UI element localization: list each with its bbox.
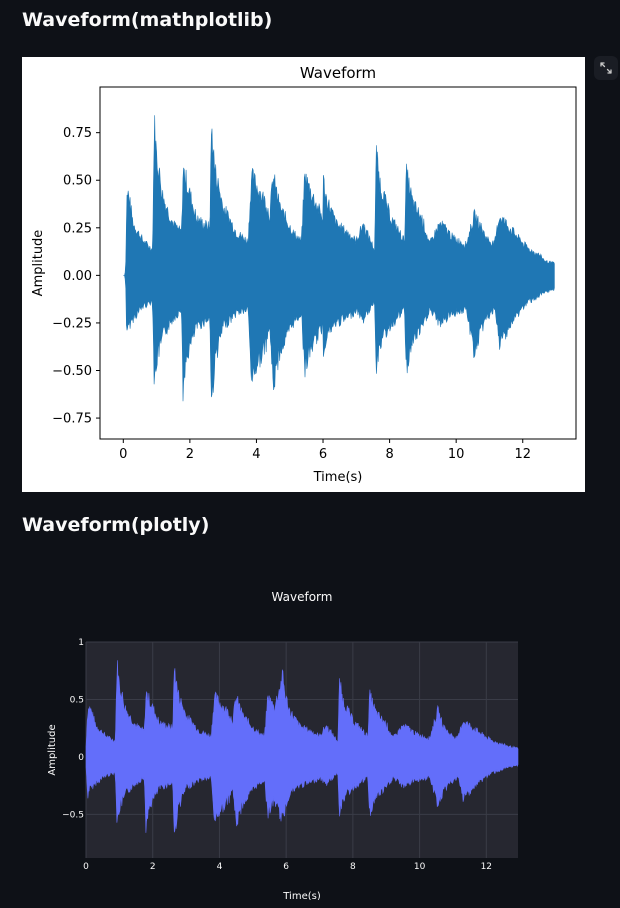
y-tick-label: 1: [78, 638, 84, 648]
x-tick-label: 2: [150, 862, 156, 872]
section-title-plotly: Waveform(plotly): [22, 514, 210, 536]
y-tick-label: 0: [78, 753, 84, 763]
x-tick-label: 8: [385, 447, 393, 462]
waveform-trace: [85, 660, 519, 833]
plotly-chart[interactable]: Waveform 0 2 4 6 8 10 12 1 0.5 0 −0.5 Time(s) Amplitu…: [22, 560, 598, 900]
y-tick-label: −0.5: [62, 810, 84, 820]
y-tick-label: 0.50: [63, 174, 92, 189]
x-tick-label: 0: [119, 447, 127, 462]
plot-frame: [99, 86, 577, 440]
y-tick-label: −0.25: [52, 316, 92, 331]
expand-arrows-icon: [600, 62, 612, 74]
chart-title: Waveform: [300, 64, 376, 82]
matplotlib-chart: Waveform 0 2 4 6 8 10 12 0.75 0.50 0.25 0.00 −0.25 −0…: [22, 57, 585, 492]
chart-title: Waveform: [272, 590, 333, 604]
x-tick-label: 0: [83, 862, 89, 872]
x-tick-label: 4: [217, 862, 223, 872]
x-tick-label: 12: [514, 447, 531, 462]
x-tick-label: 6: [283, 862, 289, 872]
section-title-matplotlib: Waveform(mathplotlib): [22, 9, 273, 31]
y-tick-label: 0.5: [70, 695, 84, 705]
x-tick-label: 4: [252, 447, 260, 462]
x-tick-label: 2: [186, 447, 194, 462]
y-tick-label: 0.00: [63, 269, 92, 284]
y-axis-label: Amplitude: [31, 230, 46, 297]
y-tick-label: −0.50: [52, 364, 92, 379]
x-tick-label: 10: [414, 862, 426, 872]
x-axis-label: Time(s): [282, 891, 321, 900]
y-axis-label: Amplitude: [47, 724, 58, 775]
x-tick-label: 12: [481, 862, 492, 872]
x-tick-label: 10: [448, 447, 465, 462]
y-tick-label: 0.75: [63, 126, 92, 141]
fullscreen-button[interactable]: [594, 56, 618, 80]
y-tick-label: 0.25: [63, 221, 92, 236]
x-tick-label: 8: [350, 862, 356, 872]
y-tick-label: −0.75: [52, 412, 92, 427]
x-axis-label: Time(s): [313, 470, 363, 485]
waveform-trace: [123, 115, 555, 402]
x-tick-label: 6: [319, 447, 327, 462]
